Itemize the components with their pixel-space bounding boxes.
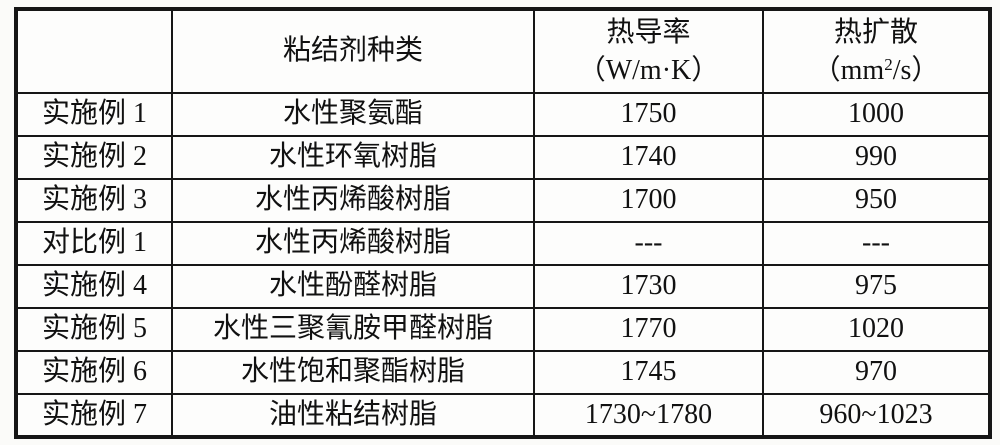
conductivity-cell: 1730~1780 (533, 393, 764, 438)
header-binder-type: 粘结剂种类 (171, 8, 535, 94)
row-label-cell: 实施例 5 (15, 307, 173, 352)
diffusivity-cell: 950 (762, 178, 991, 223)
binder-cell: 油性粘结树脂 (171, 393, 535, 438)
thermal-conductivity-label: 热导率 (606, 16, 691, 48)
conductivity-cell: 1700 (533, 178, 764, 223)
thermal-diffusivity-label: 热扩散 (833, 16, 918, 48)
row-label-cell: 实施例 4 (15, 264, 173, 309)
table-row: 实施例 4 水性酚醛树脂 1730 975 (15, 264, 991, 309)
conductivity-cell: 1740 (533, 135, 764, 180)
thermal-diffusivity-unit: （mm2/s） (812, 54, 940, 86)
table-row: 实施例 3 水性丙烯酸树脂 1700 950 (15, 178, 991, 223)
thermal-conductivity-unit: （W/m·K） (577, 54, 720, 86)
diffusivity-cell: 970 (762, 350, 991, 395)
header-thermal-diffusivity: 热扩散 （mm2/s） (762, 8, 991, 94)
row-label-cell: 实施例 7 (15, 393, 173, 438)
conductivity-cell: 1750 (533, 92, 764, 137)
binder-cell: 水性酚醛树脂 (171, 264, 535, 309)
diffusivity-cell: 1020 (762, 307, 991, 352)
binder-cell: 水性丙烯酸树脂 (171, 178, 535, 223)
row-label-cell: 对比例 1 (15, 221, 173, 266)
row-label-cell: 实施例 6 (15, 350, 173, 395)
diffusivity-cell: --- (762, 221, 991, 266)
conductivity-cell: 1745 (533, 350, 764, 395)
diffusivity-cell: 990 (762, 135, 991, 180)
diffusivity-cell: 975 (762, 264, 991, 309)
table-row: 实施例 7 油性粘结树脂 1730~1780 960~1023 (15, 393, 991, 438)
row-label-cell: 实施例 1 (15, 92, 173, 137)
results-table: 粘结剂种类 热导率 （W/m·K） 热扩散 （mm2/s） 实施例 1 水性聚氨… (14, 7, 992, 439)
table-row: 实施例 5 水性三聚氰胺甲醛树脂 1770 1020 (15, 307, 991, 352)
table-row: 实施例 1 水性聚氨酯 1750 1000 (15, 92, 991, 137)
conductivity-cell: --- (533, 221, 764, 266)
table-row: 实施例 2 水性环氧树脂 1740 990 (15, 135, 991, 180)
header-row: 粘结剂种类 热导率 （W/m·K） 热扩散 （mm2/s） (15, 8, 991, 94)
conductivity-cell: 1770 (533, 307, 764, 352)
binder-cell: 水性聚氨酯 (171, 92, 535, 137)
binder-cell: 水性三聚氰胺甲醛树脂 (171, 307, 535, 352)
row-label-cell: 实施例 2 (15, 135, 173, 180)
squared-superscript: 2 (884, 54, 893, 74)
diffusivity-cell: 1000 (762, 92, 991, 137)
header-thermal-conductivity: 热导率 （W/m·K） (533, 8, 764, 94)
table-row: 对比例 1 水性丙烯酸树脂 --- --- (15, 221, 991, 266)
conductivity-cell: 1730 (533, 264, 764, 309)
diffusivity-cell: 960~1023 (762, 393, 991, 438)
header-empty-cell (15, 8, 173, 94)
row-label-cell: 实施例 3 (15, 178, 173, 223)
binder-cell: 水性环氧树脂 (171, 135, 535, 180)
table-row: 实施例 6 水性饱和聚酯树脂 1745 970 (15, 350, 991, 395)
binder-cell: 水性饱和聚酯树脂 (171, 350, 535, 395)
binder-cell: 水性丙烯酸树脂 (171, 221, 535, 266)
